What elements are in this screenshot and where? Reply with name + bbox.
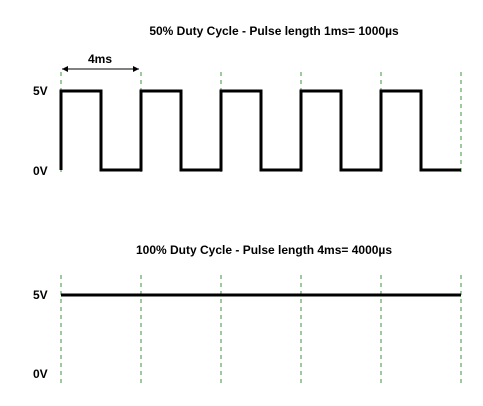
square-wave-signal — [59, 89, 461, 172]
panel-50-duty: 50% Duty Cycle - Pulse length 1ms= 1000µ… — [33, 24, 462, 178]
low-voltage-label: 0V — [33, 367, 48, 381]
panel-100-duty: 100% Duty Cycle - Pulse length 4ms= 4000… — [33, 243, 462, 383]
high-voltage-label: 5V — [33, 288, 48, 302]
panel-title: 50% Duty Cycle - Pulse length 1ms= 1000µ… — [149, 24, 399, 38]
period-arrow-right-head — [133, 66, 139, 72]
period-label: 4ms — [88, 52, 112, 66]
period-arrow-left-head — [62, 66, 68, 72]
period-gridlines — [60, 275, 462, 383]
panel-title: 100% Duty Cycle - Pulse length 4ms= 4000… — [136, 243, 392, 257]
high-voltage-label: 5V — [33, 84, 48, 98]
low-voltage-label: 0V — [33, 164, 48, 178]
period-marker: 4ms — [62, 52, 139, 72]
